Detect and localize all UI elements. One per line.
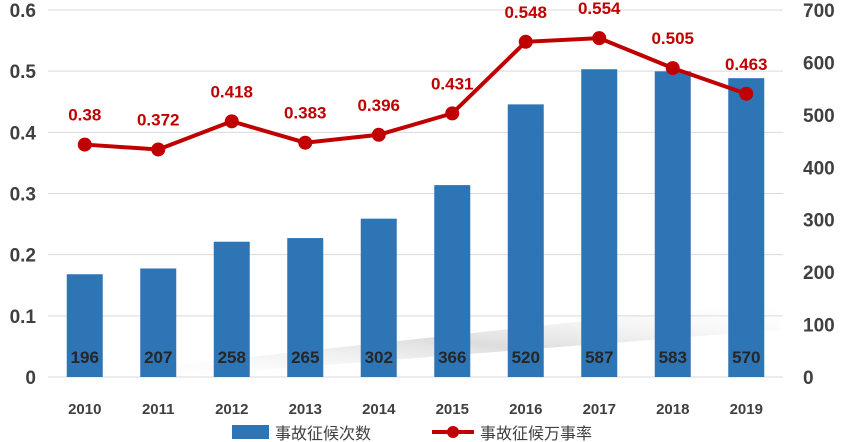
legend-bar-label: 事故征候次数 [275, 424, 371, 442]
x-axis-tick: 2016 [509, 401, 542, 418]
legend-line-label: 事故征候万事率 [480, 424, 592, 442]
bar-value-label: 587 [585, 348, 613, 367]
bar [434, 185, 471, 377]
line-point [151, 142, 166, 157]
bar [360, 218, 397, 377]
right-axis-tick: 400 [803, 158, 835, 179]
line-value-label: 0.396 [357, 96, 400, 115]
bar-value-label: 520 [512, 348, 540, 367]
bar-value-label: 302 [365, 348, 393, 367]
line-value-label: 0.372 [137, 110, 180, 129]
right-axis-tick: 0 [803, 368, 814, 389]
line-value-label: 0.383 [284, 104, 327, 123]
left-axis-tick: 0 [25, 368, 36, 389]
line-point [298, 135, 313, 150]
line-point [371, 127, 386, 142]
left-axis-tick: 0.6 [10, 1, 36, 22]
legend: 事故征候次数 事故征候万事率 [232, 424, 592, 442]
bar-value-label: 196 [71, 348, 99, 367]
bar-value-label: 258 [218, 348, 246, 367]
line-value-label: 0.548 [504, 3, 547, 22]
bar [213, 241, 250, 377]
bar [287, 238, 324, 377]
bar [507, 104, 544, 377]
bar [140, 268, 177, 377]
x-axis-tick: 2019 [730, 401, 763, 418]
bar-value-label: 570 [732, 348, 760, 367]
right-axis-tick: 100 [803, 316, 835, 337]
line-value-label: 0.38 [68, 106, 101, 125]
left-axis-tick: 0.2 [10, 246, 36, 267]
line-point [592, 31, 607, 46]
x-axis-tick: 2015 [436, 401, 469, 418]
left-axis-tick: 0.3 [10, 185, 36, 206]
x-axis-tick: 2011 [142, 401, 175, 418]
bar-value-label: 265 [291, 348, 319, 367]
bar [654, 71, 691, 377]
left-axis-tick: 0.5 [10, 62, 37, 83]
right-axis-tick: 700 [803, 1, 835, 22]
line-point [224, 114, 239, 129]
right-axis-tick: 500 [803, 106, 835, 127]
right-axis-tick: 600 [803, 53, 835, 74]
line-point [77, 137, 92, 152]
x-axis-tick: 2014 [362, 401, 396, 418]
left-axis-tick: 0.1 [10, 307, 37, 328]
legend-bar-swatch [232, 425, 269, 439]
bar [66, 274, 103, 377]
x-axis-tick: 2017 [583, 401, 616, 418]
line-value-label: 0.431 [431, 74, 474, 93]
line-value-label: 0.554 [578, 0, 621, 18]
right-axis-tick: 200 [803, 263, 835, 284]
bar-value-label: 366 [438, 348, 466, 367]
bar [581, 69, 618, 377]
x-axis-tick: 2013 [289, 401, 322, 418]
line-point [445, 106, 460, 121]
line-point [665, 61, 680, 76]
line-point [518, 34, 533, 49]
line-value-label: 0.463 [725, 55, 768, 74]
right-axis-tick: 300 [803, 211, 835, 232]
bar [728, 78, 765, 378]
x-axis-tick: 2010 [68, 401, 101, 418]
bar-value-label: 583 [659, 348, 687, 367]
legend-line-marker [447, 426, 459, 438]
x-axis-tick: 2012 [215, 401, 248, 418]
line-point [739, 86, 754, 101]
rate-line [84, 36, 747, 152]
line-value-label: 0.505 [651, 29, 694, 48]
x-axis-tick: 2018 [656, 401, 689, 418]
bar-value-label: 207 [144, 348, 172, 367]
line-value-label: 0.418 [210, 82, 253, 101]
left-axis-tick: 0.4 [10, 123, 37, 144]
